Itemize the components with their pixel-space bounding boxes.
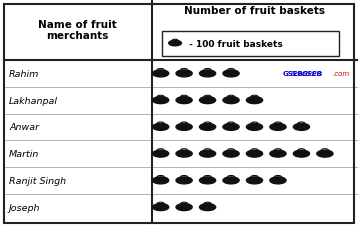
Ellipse shape bbox=[223, 124, 239, 131]
Ellipse shape bbox=[200, 204, 216, 211]
Ellipse shape bbox=[153, 71, 169, 78]
Ellipse shape bbox=[153, 177, 169, 184]
Text: Name of fruit
merchants: Name of fruit merchants bbox=[38, 20, 117, 41]
Ellipse shape bbox=[153, 124, 169, 131]
Text: Joseph: Joseph bbox=[9, 203, 40, 212]
Ellipse shape bbox=[200, 151, 216, 158]
Ellipse shape bbox=[293, 124, 309, 131]
Ellipse shape bbox=[169, 41, 182, 47]
Ellipse shape bbox=[223, 151, 239, 158]
Ellipse shape bbox=[317, 151, 333, 158]
Ellipse shape bbox=[200, 97, 216, 104]
Ellipse shape bbox=[223, 177, 239, 184]
Ellipse shape bbox=[200, 71, 216, 78]
Text: Lakhanpal: Lakhanpal bbox=[9, 96, 58, 105]
Ellipse shape bbox=[270, 124, 286, 131]
Ellipse shape bbox=[176, 97, 192, 104]
Ellipse shape bbox=[176, 204, 192, 211]
FancyBboxPatch shape bbox=[162, 32, 339, 56]
Ellipse shape bbox=[270, 151, 286, 158]
Text: Solutions: Solutions bbox=[291, 71, 323, 77]
Ellipse shape bbox=[153, 97, 169, 104]
Ellipse shape bbox=[176, 151, 192, 158]
Ellipse shape bbox=[176, 177, 192, 184]
Ellipse shape bbox=[153, 151, 169, 158]
Text: .com: .com bbox=[333, 71, 350, 77]
Text: Martin: Martin bbox=[9, 149, 39, 158]
Ellipse shape bbox=[223, 97, 239, 104]
Ellipse shape bbox=[200, 124, 216, 131]
Ellipse shape bbox=[247, 177, 262, 184]
Ellipse shape bbox=[247, 124, 262, 131]
FancyBboxPatch shape bbox=[4, 4, 354, 223]
Ellipse shape bbox=[176, 71, 192, 78]
Text: GSEB: GSEB bbox=[302, 71, 323, 77]
Text: Anwar: Anwar bbox=[9, 123, 39, 132]
Ellipse shape bbox=[247, 97, 262, 104]
Ellipse shape bbox=[293, 151, 309, 158]
Ellipse shape bbox=[153, 204, 169, 211]
Ellipse shape bbox=[200, 177, 216, 184]
Text: Ranjit Singh: Ranjit Singh bbox=[9, 176, 66, 185]
Text: - 100 fruit baskets: - 100 fruit baskets bbox=[186, 39, 283, 48]
Text: Number of fruit baskets: Number of fruit baskets bbox=[184, 6, 325, 16]
Text: Rahim: Rahim bbox=[9, 70, 39, 79]
Text: GSEB: GSEB bbox=[283, 71, 303, 77]
Ellipse shape bbox=[223, 71, 239, 78]
Ellipse shape bbox=[247, 151, 262, 158]
Ellipse shape bbox=[176, 124, 192, 131]
Ellipse shape bbox=[270, 177, 286, 184]
